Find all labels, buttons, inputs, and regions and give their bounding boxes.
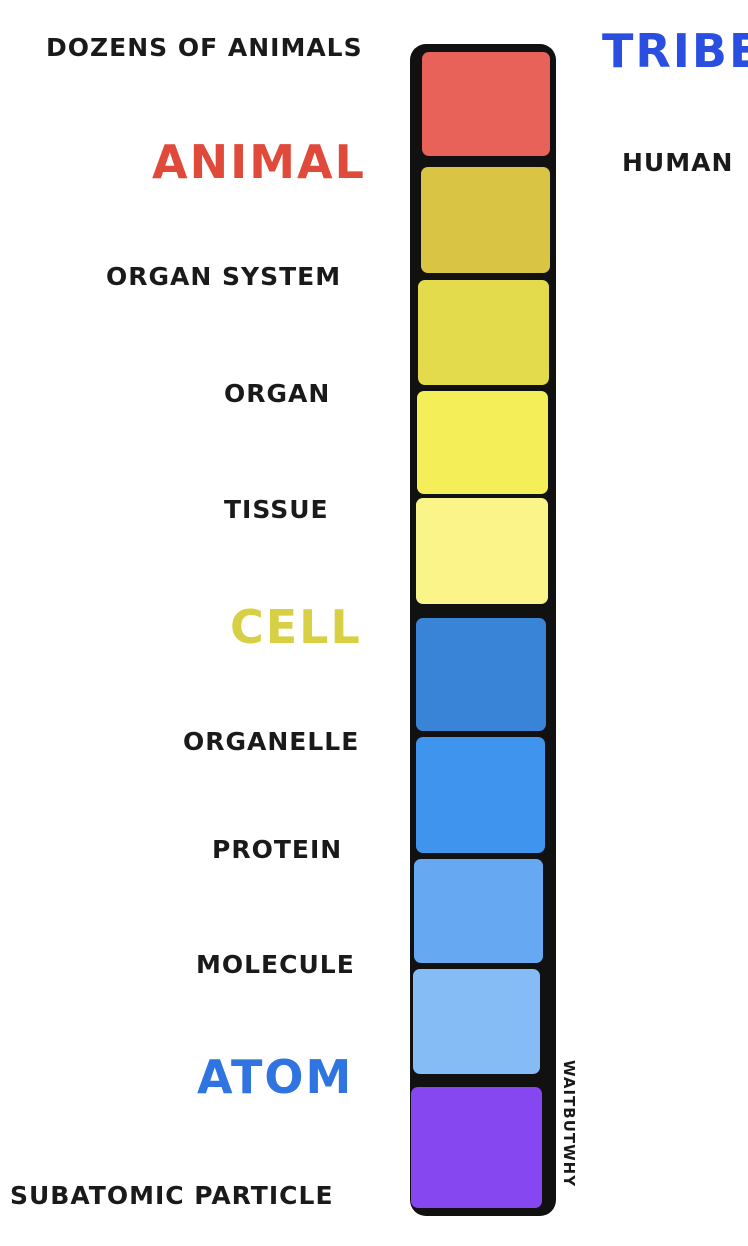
color-blocks [411,52,550,1208]
color-block-5 [416,498,548,604]
label-organ-system: ORGAN SYSTEM [106,262,342,291]
signature-waitbutwhy: WAITBUTWHY [560,1060,578,1188]
color-block-9 [413,969,540,1074]
color-block-10 [411,1087,542,1208]
color-block-6 [416,618,546,731]
label-protein: PROTEIN [212,835,343,864]
label-dozens-of-animals: DOZENS OF ANIMALS [46,33,363,62]
label-animal: ANIMAL [152,135,366,189]
color-block-1 [422,52,550,156]
label-atom: ATOM [197,1050,354,1104]
label-tribe: TRIBE [602,24,748,78]
label-organ: ORGAN [224,379,331,408]
label-organelle: ORGANELLE [183,727,360,756]
label-cell: CELL [230,600,362,654]
label-subatomic-particle: SUBATOMIC PARTICLE [10,1181,334,1210]
color-block-4 [417,391,548,494]
label-human: HUMAN [622,148,734,177]
label-tissue: TISSUE [224,495,329,524]
color-block-7 [416,737,545,853]
label-molecule: MOLECULE [196,950,355,979]
color-block-3 [418,280,549,385]
color-block-8 [414,859,543,963]
color-block-2 [421,167,550,273]
